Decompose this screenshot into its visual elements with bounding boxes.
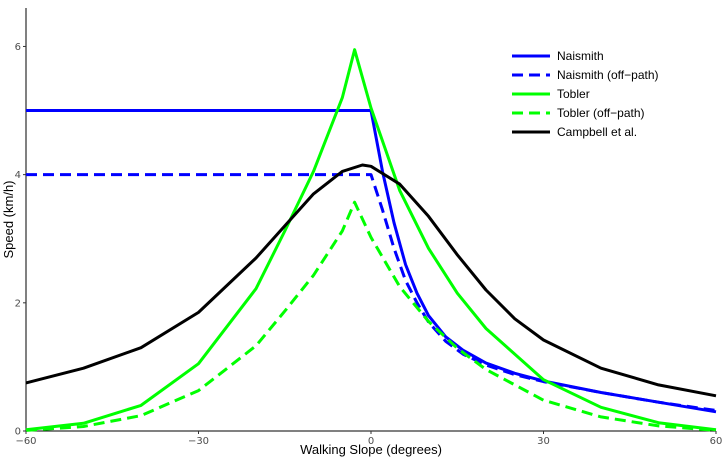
tick-layer: −60 −30 0 30 60 0 2 4 6 — [15, 42, 723, 447]
legend-label-1: Naismith (off−path) — [557, 68, 659, 82]
series-line-0 — [26, 109, 717, 414]
y-tick-label: 4 — [15, 170, 21, 181]
y-tick-label: 2 — [15, 298, 21, 309]
x-tick-label: 0 — [368, 436, 374, 447]
x-tick-label: 60 — [710, 436, 723, 447]
x-tick-label: −30 — [188, 436, 209, 447]
series-line-4 — [25, 163, 717, 398]
x-tick-label: 30 — [537, 436, 550, 447]
legend-label-4: Campbell et al. — [557, 125, 637, 139]
legend: Naismith Naismith (off−path) Tobler Tobler … — [512, 49, 659, 139]
x-axis-title: Walking Slope (degrees) — [300, 442, 442, 457]
series-layer — [25, 48, 717, 432]
series-line-2 — [25, 48, 717, 432]
legend-label-3: Tobler (off−path) — [557, 106, 645, 120]
y-tick-label: 0 — [15, 427, 21, 438]
plot-area: −60 −30 0 30 60 0 2 4 6 — [15, 8, 723, 447]
series-line-1 — [26, 173, 717, 412]
x-tick-label: −60 — [15, 436, 36, 447]
series-line-3 — [25, 200, 717, 432]
legend-label-2: Tobler — [557, 87, 590, 101]
legend-label-0: Naismith — [557, 49, 604, 63]
y-tick-label: 6 — [15, 42, 21, 53]
y-axis-title: Speed (km/h) — [1, 180, 16, 258]
